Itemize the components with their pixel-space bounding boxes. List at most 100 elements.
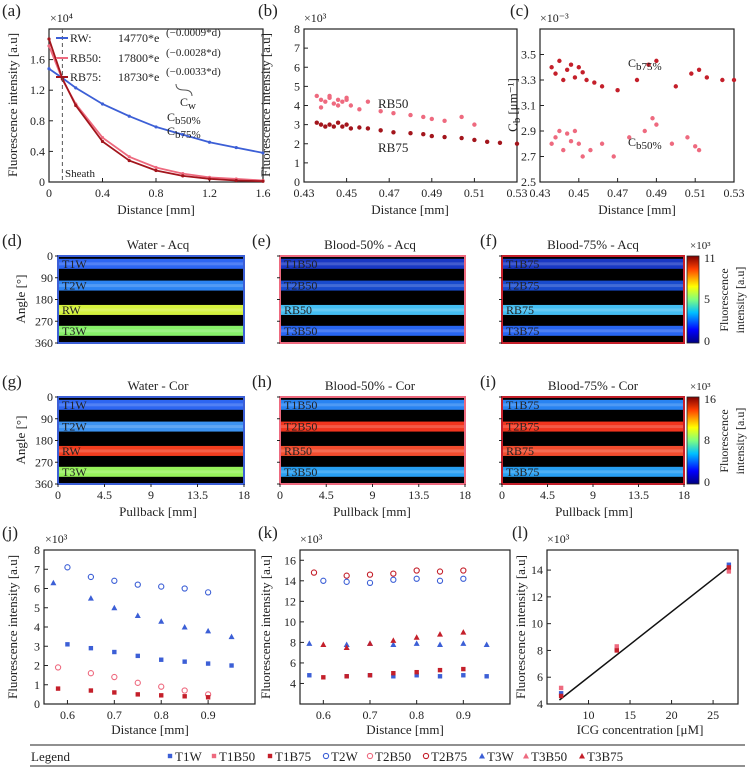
heatmap-x-tick-label: 9: [148, 488, 154, 502]
point-rb75: [391, 130, 396, 135]
point-cb50: [696, 147, 702, 153]
point-rw: [207, 140, 212, 144]
point-t1w: [205, 661, 211, 666]
point-t1b75: [112, 690, 117, 695]
point-rb50: [442, 118, 447, 124]
y-tick-label: 3: [294, 118, 300, 132]
point-cb75: [634, 77, 640, 83]
y-tick-label: 5: [34, 601, 40, 615]
point-t1b75: [461, 666, 466, 672]
point-rb75: [100, 139, 105, 144]
heatmap-band: [280, 421, 465, 432]
colorbar-cor: [686, 396, 700, 485]
heatmap-band: [502, 421, 684, 432]
x-tick-label: 0.6: [316, 708, 331, 722]
point-cb50: [685, 135, 690, 140]
colorbar-acq-tick-mid: 5: [704, 292, 710, 306]
legend-items: T1W T1B50 T1B75 T2W T2B50 T2B75 T3W T3B50 T3B75: [167, 749, 623, 764]
heatmap-y-tick-label: 0: [47, 390, 53, 404]
point-cb75: [720, 77, 725, 83]
heatmap-gap: [58, 413, 244, 420]
title-water-acq: Water - Acq: [127, 237, 190, 252]
legend-rb75-coef: 18730*e: [118, 70, 159, 84]
point-t1b75: [437, 667, 443, 673]
line-rb75: [48, 38, 264, 183]
heatmap-row-label: T3W: [62, 324, 87, 338]
point-rb75: [459, 135, 464, 141]
heatmap-row-label: T2B75: [506, 420, 539, 434]
heatmap-y-tick-label: 90: [41, 271, 53, 285]
heatmap-panels: T1WT2WRWT3W090180270360T1B50T2B50RB50T3B…: [35, 249, 690, 502]
point-rb75: [514, 141, 520, 146]
y-tick-label: 3.1: [521, 99, 536, 113]
y-tick-label: 6: [290, 656, 296, 670]
point-rb50: [47, 44, 51, 48]
point-rb50: [357, 107, 362, 112]
point-rb50: [318, 105, 324, 110]
point-cb75: [592, 80, 597, 85]
heatmap-x-tick-label: 9: [370, 488, 376, 502]
y-tick-label: 0.4: [30, 144, 45, 158]
heatmap-band: [502, 445, 684, 456]
heatmap-row-label: T2B50: [284, 420, 317, 434]
point-t1w: [307, 673, 312, 678]
heatmap-band-highlight: [58, 308, 244, 312]
heatmap-band: [58, 445, 244, 456]
y-tick-label: 7: [34, 562, 40, 576]
heatmap-xlabel-b50: Pullback [mm]: [333, 504, 411, 519]
panel-a-exponent: ×10⁴: [50, 11, 73, 25]
point-rb75: [348, 126, 354, 131]
point-t3b75: [437, 631, 443, 637]
point-rw: [74, 86, 78, 90]
heatmap-band: [502, 304, 684, 315]
heatmap-panel: T1W T2W RW T3W 0 90 180 270 360: [35, 249, 245, 350]
point-blood-50: [614, 644, 619, 649]
colorbar-acq-exponent: ×10³: [690, 240, 711, 252]
heatmap-row-label: RW: [62, 444, 81, 458]
point-t1b75: [55, 686, 61, 691]
legend-marker-t1b75: [267, 753, 273, 759]
x-tick-label: 0.8: [409, 708, 424, 722]
x-tick-label: 0.53: [724, 186, 745, 200]
heatmap-row-label: T2W: [62, 279, 87, 293]
heatmap-band-highlight: [58, 262, 244, 266]
heatmap-band-highlight: [280, 425, 465, 429]
figure-legend: Legend T1W T1B50 T1B75 T2W T2B50 T2B75 T3W T3B5…: [30, 744, 745, 767]
panel-j-axes: 0.6 0.7 0.8 0.9 0 1 2 3 4 5 6 7 8: [34, 543, 216, 722]
point-rb50: [314, 93, 319, 99]
x-tick-label: 20: [666, 708, 678, 722]
point-t1w: [484, 674, 489, 679]
y-tick-label: 14: [284, 574, 296, 588]
heatmap-y-tick-label: 270: [35, 314, 53, 328]
point-rb50: [340, 99, 345, 104]
point-t1w: [437, 674, 443, 679]
y-tick-label: 6: [537, 670, 543, 684]
heatmap-gap: [502, 413, 684, 420]
panel-l-frame: [546, 549, 739, 705]
panel-k-letter: (k): [258, 523, 278, 542]
heatmap-band-highlight: [502, 470, 684, 474]
legend-label-t2w: T2W: [331, 749, 358, 764]
point-cb50: [627, 135, 632, 140]
sheath-label: Sheath: [65, 168, 95, 180]
point-cb50: [650, 116, 655, 121]
point-cb50: [642, 128, 647, 134]
heatmap-band-highlight: [280, 403, 465, 407]
y-tick-label: 3.5: [521, 48, 536, 62]
point-cb50: [654, 122, 659, 127]
heatmap-row-label: RB50: [284, 303, 312, 317]
heatmap-band-highlight: [502, 308, 684, 312]
point-rb50: [459, 114, 464, 120]
heatmap-band: [502, 399, 684, 410]
heatmap-band-highlight: [58, 470, 244, 474]
point-rb75: [344, 122, 349, 127]
point-cb75: [576, 65, 581, 70]
point-t2b50: [111, 673, 118, 681]
x-tick-label: 0.8: [149, 186, 164, 200]
point-t3b75: [320, 641, 327, 647]
point-cb75: [557, 58, 562, 64]
point-t1b75: [344, 674, 349, 679]
title-water-cor: Water - Cor: [127, 378, 189, 393]
point-t1w: [461, 673, 466, 678]
